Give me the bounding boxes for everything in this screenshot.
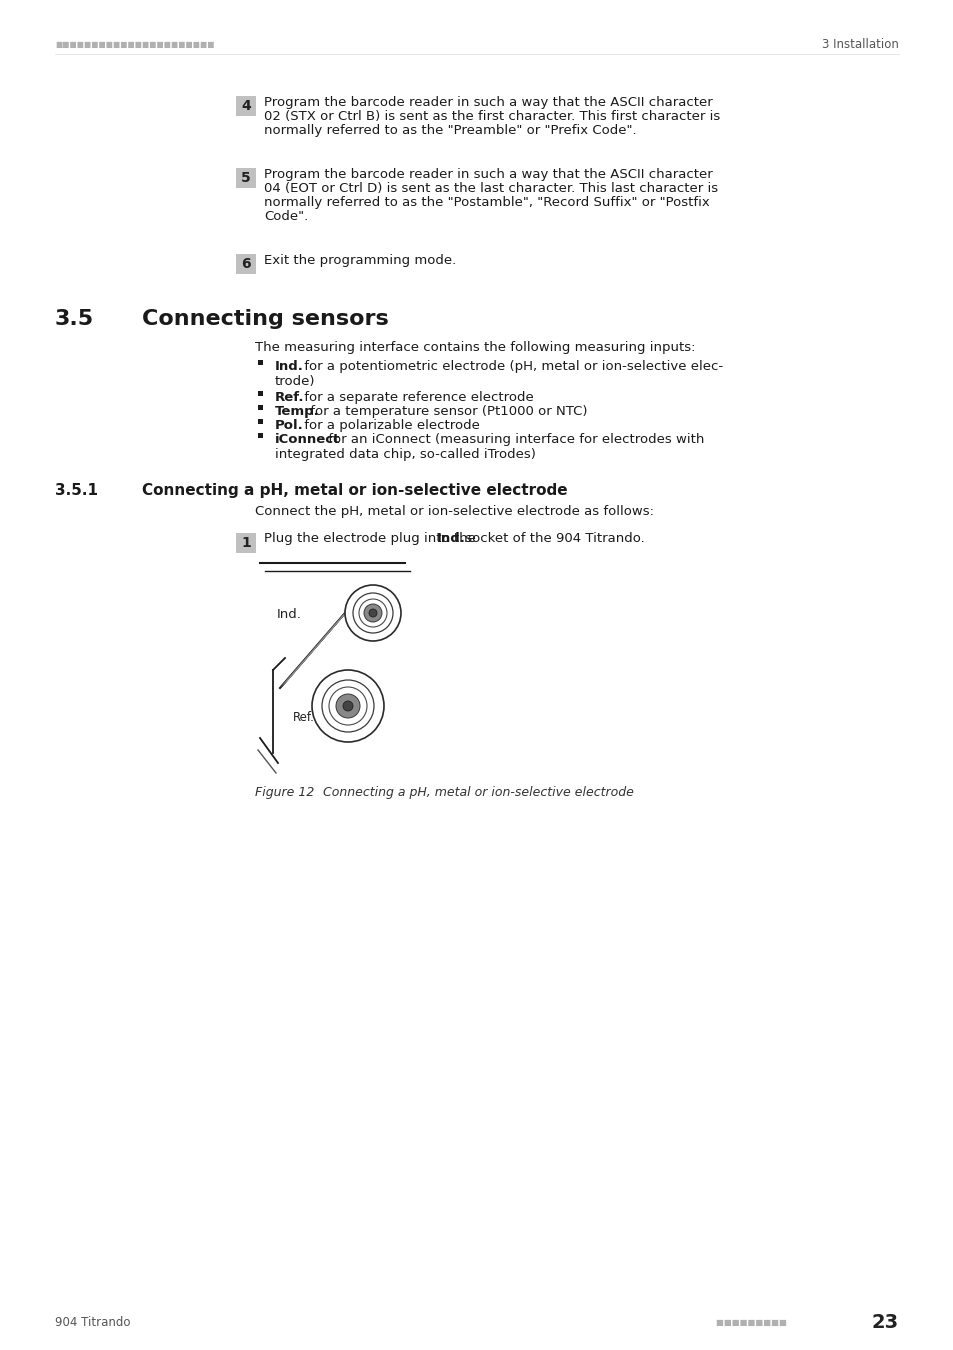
Text: 4: 4 (241, 99, 251, 113)
FancyBboxPatch shape (257, 418, 263, 424)
Circle shape (345, 585, 400, 641)
Text: socket of the 904 Titrando.: socket of the 904 Titrando. (460, 532, 644, 545)
FancyBboxPatch shape (257, 360, 263, 365)
Text: 3 Installation: 3 Installation (821, 38, 898, 50)
Circle shape (312, 670, 384, 743)
Text: for a polarizable electrode: for a polarizable electrode (299, 418, 479, 432)
FancyBboxPatch shape (257, 392, 263, 396)
Circle shape (329, 687, 367, 725)
Text: 3.5: 3.5 (55, 309, 94, 329)
Text: trode): trode) (274, 375, 315, 387)
Text: for a temperature sensor (Pt1000 or NTC): for a temperature sensor (Pt1000 or NTC) (305, 405, 587, 418)
Text: Pol.: Pol. (274, 418, 303, 432)
Text: iConnect: iConnect (274, 433, 340, 446)
Text: Connecting a pH, metal or ion-selective electrode: Connecting a pH, metal or ion-selective … (323, 786, 633, 799)
Text: Ref.: Ref. (274, 392, 304, 404)
Text: 1: 1 (241, 536, 251, 549)
Circle shape (322, 680, 374, 732)
Text: 04 (EOT or Ctrl D) is sent as the last character. This last character is: 04 (EOT or Ctrl D) is sent as the last c… (264, 182, 718, 194)
Text: Program the barcode reader in such a way that the ASCII character: Program the barcode reader in such a way… (264, 167, 712, 181)
Text: normally referred to as the "Preamble" or "Prefix Code".: normally referred to as the "Preamble" o… (264, 124, 636, 136)
Text: The measuring interface contains the following measuring inputs:: The measuring interface contains the fol… (254, 342, 695, 354)
Text: 3.5.1: 3.5.1 (55, 483, 98, 498)
Text: Figure 12: Figure 12 (254, 786, 314, 799)
Text: integrated data chip, so-called iTrodes): integrated data chip, so-called iTrodes) (274, 448, 536, 460)
Text: Code".: Code". (264, 211, 308, 223)
Text: for a potentiometric electrode (pH, metal or ion-selective elec-: for a potentiometric electrode (pH, meta… (299, 360, 722, 373)
Text: Connecting sensors: Connecting sensors (142, 309, 388, 329)
Text: Connect the pH, metal or ion-selective electrode as follows:: Connect the pH, metal or ion-selective e… (254, 505, 654, 518)
Text: Ref.: Ref. (293, 711, 314, 724)
Text: Exit the programming mode.: Exit the programming mode. (264, 254, 456, 267)
Text: ■■■■■■■■■■■■■■■■■■■■■■: ■■■■■■■■■■■■■■■■■■■■■■ (55, 39, 214, 49)
FancyBboxPatch shape (235, 533, 255, 554)
FancyBboxPatch shape (235, 96, 255, 116)
Text: Ind.: Ind. (276, 608, 301, 621)
Text: 5: 5 (241, 171, 251, 185)
FancyBboxPatch shape (235, 254, 255, 274)
FancyBboxPatch shape (235, 167, 255, 188)
FancyBboxPatch shape (257, 405, 263, 410)
Circle shape (358, 599, 387, 626)
Text: 02 (STX or Ctrl B) is sent as the first character. This first character is: 02 (STX or Ctrl B) is sent as the first … (264, 109, 720, 123)
Text: Connecting a pH, metal or ion-selective electrode: Connecting a pH, metal or ion-selective … (142, 483, 567, 498)
Circle shape (353, 593, 393, 633)
Circle shape (369, 609, 376, 617)
Text: Plug the electrode plug into the: Plug the electrode plug into the (264, 532, 479, 545)
Text: 904 Titrando: 904 Titrando (55, 1315, 131, 1328)
Text: Program the barcode reader in such a way that the ASCII character: Program the barcode reader in such a way… (264, 96, 712, 109)
Circle shape (343, 701, 353, 711)
FancyBboxPatch shape (257, 433, 263, 437)
Text: Temp.: Temp. (274, 405, 319, 418)
Text: for a separate reference electrode: for a separate reference electrode (299, 392, 533, 404)
Text: 23: 23 (871, 1312, 898, 1331)
Text: for an iConnect (measuring interface for electrodes with: for an iConnect (measuring interface for… (324, 433, 704, 446)
Circle shape (364, 603, 381, 622)
Text: normally referred to as the "Postamble", "Record Suffix" or "Postfix: normally referred to as the "Postamble",… (264, 196, 709, 209)
Text: 6: 6 (241, 256, 251, 271)
Text: Ind.: Ind. (436, 532, 465, 545)
Circle shape (335, 694, 359, 718)
Text: ■■■■■■■■■: ■■■■■■■■■ (716, 1318, 789, 1327)
Text: Ind.: Ind. (274, 360, 304, 373)
